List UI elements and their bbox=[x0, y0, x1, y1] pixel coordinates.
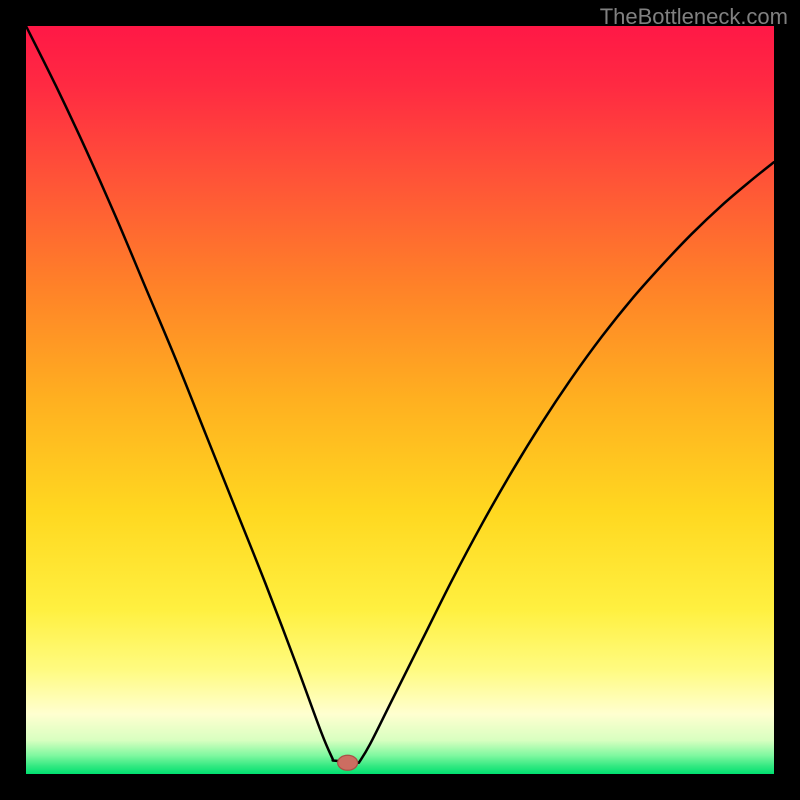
bottleneck-chart bbox=[0, 0, 800, 800]
gradient-background bbox=[26, 26, 774, 774]
chart-container: TheBottleneck.com bbox=[0, 0, 800, 800]
current-point-marker bbox=[338, 755, 358, 770]
